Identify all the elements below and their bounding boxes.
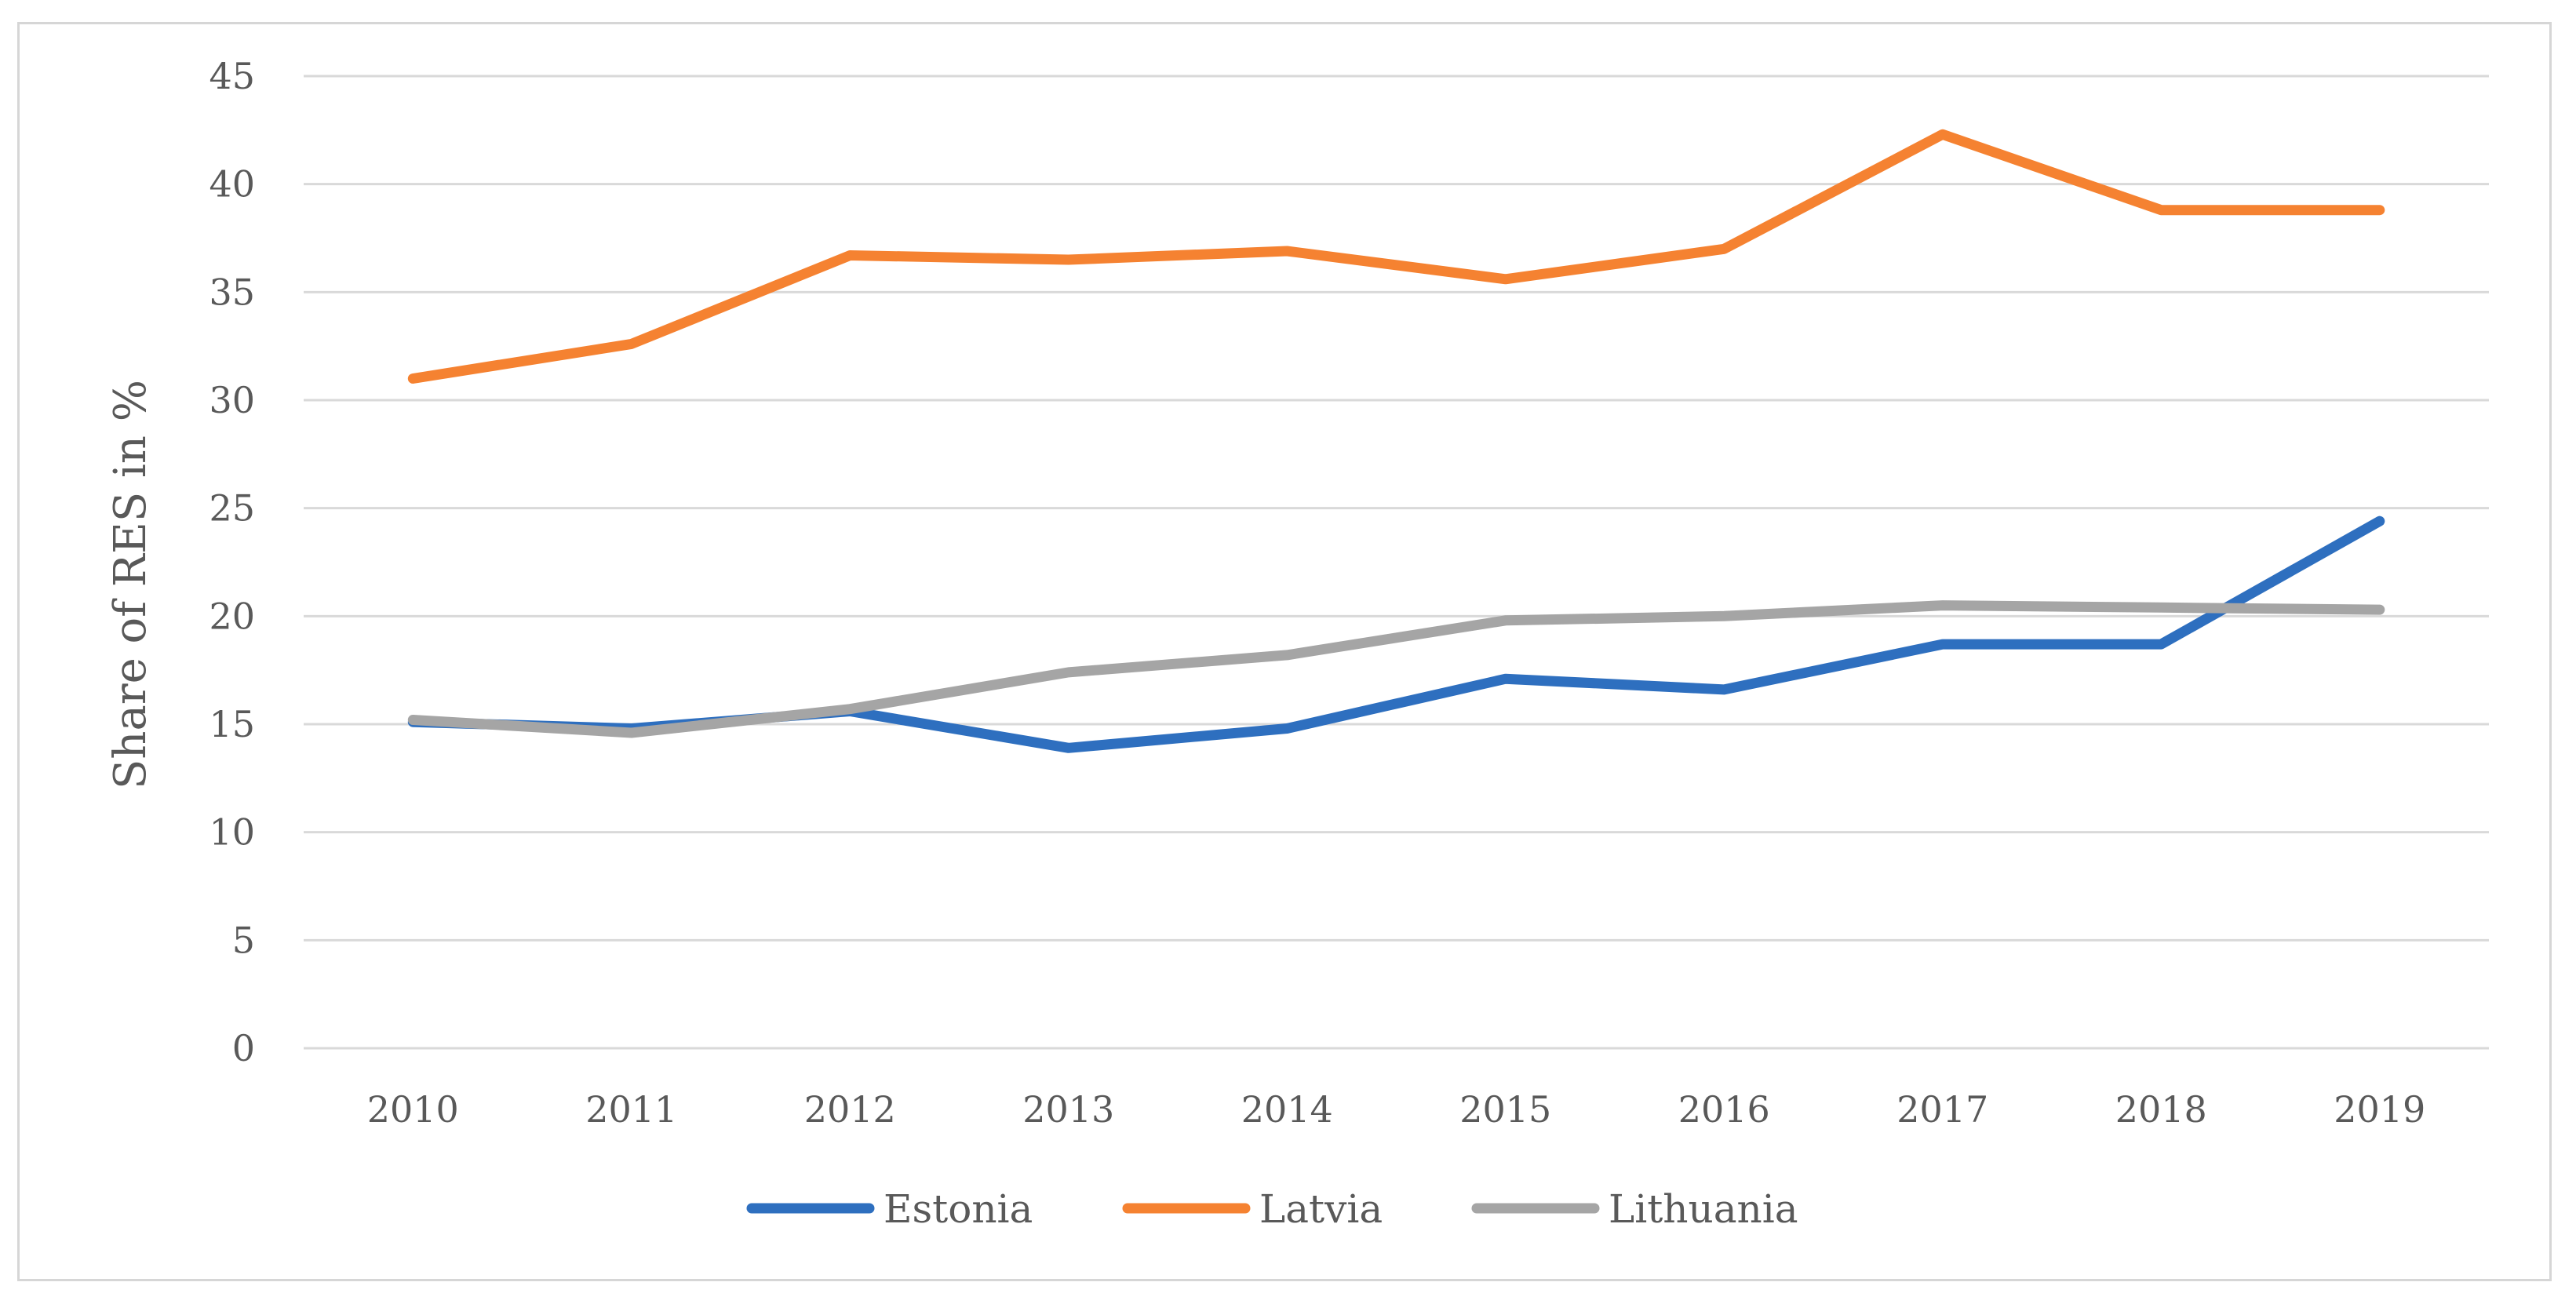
y-tick-label-30: 30: [209, 379, 255, 421]
x-tick-label-2018: 2018: [2115, 1088, 2207, 1131]
x-axis-ticks: 2010 2011 2012 2013 2014 2015 2016 2017 2018 2019: [367, 1088, 2426, 1131]
y-axis-title: Share of RES in %: [105, 380, 156, 789]
legend: Estonia Latvia Lithuania: [746, 1186, 1798, 1232]
series-line-latvia: [407, 129, 2385, 384]
gridlines: [304, 75, 2489, 1050]
y-tick-label-0: 0: [232, 1027, 255, 1069]
x-tick-label-2012: 2012: [804, 1088, 896, 1131]
y-tick-label-25: 25: [209, 487, 255, 530]
y-tick-label-40: 40: [209, 163, 255, 206]
legend-label-latvia: Latvia: [1259, 1186, 1383, 1232]
series-lines: [407, 129, 2385, 753]
legend-label-lithuania: Lithuania: [1609, 1186, 1798, 1232]
y-tick-label-5: 5: [232, 919, 255, 961]
y-tick-label-15: 15: [209, 703, 255, 745]
x-tick-label-2016: 2016: [1678, 1088, 1770, 1131]
legend-label-estonia: Estonia: [884, 1186, 1033, 1232]
x-tick-label-2014: 2014: [1241, 1088, 1333, 1131]
y-axis-ticks: 0 5 10 15 20 25 30 35 40 45: [209, 55, 255, 1069]
y-tick-label-20: 20: [209, 595, 255, 637]
x-tick-label-2011: 2011: [585, 1088, 677, 1131]
x-tick-label-2010: 2010: [367, 1088, 459, 1131]
y-tick-label-45: 45: [209, 55, 255, 97]
y-tick-label-10: 10: [209, 811, 255, 854]
x-tick-label-2019: 2019: [2334, 1088, 2425, 1131]
x-tick-label-2013: 2013: [1022, 1088, 1114, 1131]
y-tick-label-35: 35: [209, 271, 255, 313]
series-line-lithuania: [407, 600, 2385, 738]
x-tick-label-2015: 2015: [1459, 1088, 1551, 1131]
x-tick-label-2017: 2017: [1896, 1088, 1988, 1131]
